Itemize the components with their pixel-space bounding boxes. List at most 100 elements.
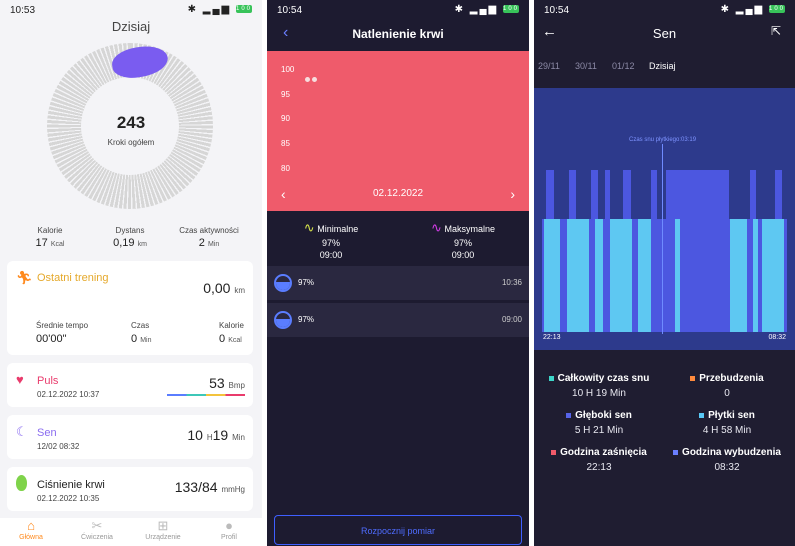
list-item[interactable]: 97% 09:00 [267,303,529,337]
stat-label-calories: Kalorie [37,226,63,235]
time-value: 0 Min [131,333,152,345]
legend-fall-asleep: Godzina zaśnięcia [534,447,664,458]
back-arrow-icon[interactable]: ← [542,23,557,40]
battery-icon: 100 [236,5,253,14]
square-icon [690,375,696,381]
next-day-icon[interactable]: › [510,186,515,202]
page-title: Sen [652,26,677,41]
prev-day-icon[interactable]: ‹ [281,186,286,202]
exercise-icon: ✂ [91,518,103,533]
chart-date: 02.12.2022 [372,188,424,199]
page-title: Dzisiaj [111,19,151,34]
spo2-icon [274,274,292,292]
square-icon [673,449,679,455]
data-point [305,77,310,82]
legend-total-value: 10 H 19 Min [572,388,626,399]
page-title: Natlenienie krwi [352,27,444,41]
pulse-title: Puls [37,375,59,387]
steps-value: 243 [116,113,146,132]
status-bar: 10:54 ✱ ▂▄▆ 100 [267,0,529,22]
date-tab[interactable]: 29/11 [538,61,560,71]
sleep-date: 12/02 08:32 [37,442,80,451]
training-title: Ostatni trening [37,272,109,284]
back-icon[interactable]: ‹ [283,24,289,41]
legend-awake-value: 0 [724,388,730,399]
sleep-screen: 10:54 ✱ ▂▄▆ 100 ← Sen ⇱ 29/11 30/11 01/1… [534,0,795,546]
status-time: 10:54 [277,5,303,16]
training-value: 0,00 km [203,280,245,296]
status-icons: ✱ ▂▄▆ 100 [454,4,520,15]
record-time: 10:36 [501,278,522,287]
status-icons: ✱ ▂▄▆ 100 [720,4,786,15]
start-time-label: 22:13 [543,334,561,341]
max-label: Maksymalne [444,224,495,234]
stat-label-distance: Dystans [115,226,145,235]
end-time-label: 08:32 [768,334,786,341]
battery-icon: 100 [769,5,786,14]
bottom-nav: ⌂ Główna ✂ Ćwiczenia ⊞ Urządzenie ● Profil [0,518,262,546]
pulse-wave-icon: ∿ [303,220,315,235]
status-bar: 10:54 ✱ ▂▄▆ 100 [534,0,795,22]
min-block: ∿ Minimalne 97% 09:00 [281,220,381,260]
square-icon [699,412,705,418]
legend-deep: Głęboki sen [534,410,664,421]
square-icon [551,449,557,455]
legend-light: Płytki sen [662,410,792,421]
sleep-title: Sen [37,427,57,439]
status-bar: 10:53 ✱ ▂▄▆ 100 [0,0,262,22]
status-time: 10:53 [10,5,36,16]
y-tick: 100 [281,65,295,74]
pulse-wave-icon: ∿ [431,220,442,235]
nav-home[interactable]: ⌂ Główna [1,518,61,541]
date-tab[interactable]: 01/12 [612,61,635,71]
stat-value-calories: 17 Kcal [35,237,65,249]
sleep-stage-bars [542,170,787,332]
record-time: 09:00 [501,315,522,324]
date-tab-active[interactable]: Dzisiaj [649,61,676,71]
chart-cursor [662,144,663,334]
heart-icon: ♥ [16,372,24,387]
square-icon [566,412,572,418]
status-time: 10:54 [544,5,570,16]
y-tick: 80 [281,164,290,173]
chart-caption: Czas snu płytkiego:03:19 [629,137,697,143]
moon-icon: ☾ [16,424,28,439]
nav-exercises[interactable]: ✂ Ćwiczenia [67,518,127,541]
pressure-date: 02.12.2022 10:35 [37,494,100,503]
min-time: 09:00 [319,250,343,260]
blood-oxygen-screen: 10:54 ✱ ▂▄▆ 100 ‹ Natlenienie krwi 100 9… [267,0,529,546]
legend-total: Całkowity czas snu [534,373,664,384]
pulse-range-bar [167,394,245,396]
blood-pressure-card[interactable]: Ciśnienie krwi 02.12.2022 10:35 133/84 m… [7,467,253,511]
start-measurement-button[interactable]: Rozpocznij pomiar [274,515,522,545]
nav-profile[interactable]: ● Profil [199,518,259,541]
legend-deep-value: 5 H 21 Min [574,425,624,436]
legend-awake: Przebudzenia [662,373,792,384]
pace-value: 00'00" [36,333,67,345]
share-icon[interactable]: ⇱ [770,24,781,38]
spo2-chart: 100 95 90 85 80 [267,51,529,211]
max-time: 09:00 [451,250,475,260]
steps-label: Kroki ogółem [107,138,155,147]
nav-device[interactable]: ⊞ Urządzenie [133,518,193,541]
home-icon: ⌂ [27,518,35,533]
legend-fall-asleep-value: 22:13 [586,462,612,473]
date-tab[interactable]: 30/11 [575,61,597,71]
legend-light-value: 4 H 58 Min [702,425,752,436]
square-icon [548,375,554,381]
profile-icon: ● [225,518,233,533]
battery-icon: 100 [503,5,520,14]
device-icon: ⊞ [157,518,169,533]
status-icons: ✱ ▂▄▆ 100 [187,4,253,15]
last-training-card[interactable]: 🏃︎ Ostatni trening 0,00 km Średnie tempo… [7,261,253,355]
stat-label-active-time: Czas aktywności [179,226,239,235]
y-tick: 95 [281,90,290,99]
home-screen: 10:53 ✱ ▂▄▆ 100 Dzisiaj 243 Kroki ogółem… [0,0,262,546]
stat-value-distance: 0,19 km [113,237,147,249]
pulse-card[interactable]: ♥ Puls 02.12.2022 10:37 53 Bmp [7,363,253,407]
pace-label: Średnie tempo [36,321,89,330]
pressure-value: 133/84 mmHg [174,479,245,495]
sleep-card[interactable]: ☾ Sen 12/02 08:32 10 H19 Min [7,415,253,459]
y-tick: 90 [281,114,290,123]
list-item[interactable]: 97% 10:36 [267,266,529,300]
